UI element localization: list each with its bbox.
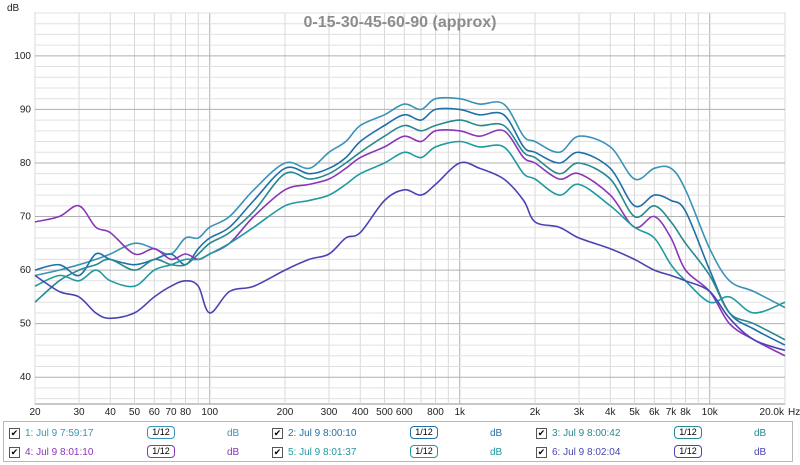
- legend-unit-4: dB: [227, 447, 240, 458]
- x-tick-label: 50: [129, 407, 141, 418]
- x-tick-label: 20.0k: [760, 407, 785, 418]
- legend-checkbox-4[interactable]: [9, 446, 20, 458]
- legend-smoothing-4[interactable]: 1/12: [147, 445, 175, 458]
- y-tick-label: 80: [20, 158, 32, 169]
- x-tick-label: 40: [105, 407, 117, 418]
- x-tick-label: 20: [29, 407, 41, 418]
- x-tick-label: 60: [149, 407, 161, 418]
- x-axis-label: Hz: [788, 407, 800, 418]
- series-line-4: [34, 129, 786, 357]
- series-layer: [34, 96, 786, 357]
- grid: [34, 12, 786, 404]
- legend-checkbox-1[interactable]: [9, 427, 20, 439]
- legend-label-2: 2: Jul 9 8:00:10: [288, 427, 357, 439]
- x-tick-label: 200: [277, 407, 294, 418]
- x-tick-label: 6k: [649, 407, 661, 418]
- y-tick-label: 40: [20, 372, 32, 383]
- x-tick-label: 300: [321, 407, 338, 418]
- legend-label-3: 3: Jul 9 8:00:42: [552, 427, 621, 439]
- x-tick-label: 70: [165, 407, 177, 418]
- y-axis-label: dB: [7, 3, 20, 14]
- legend-checkbox-5[interactable]: [272, 446, 283, 458]
- legend-label-5: 5: Jul 9 8:01:37: [288, 446, 357, 458]
- x-tick-label: 8k: [680, 407, 692, 418]
- legend-label-6: 6: Jul 9 8:02:04: [552, 446, 621, 458]
- x-tick-label: 5k: [629, 407, 641, 418]
- legend-label-4: 4: Jul 9 8:01:10: [25, 446, 94, 458]
- x-tick-label: 400: [352, 407, 369, 418]
- series-line-3: [34, 119, 786, 341]
- chart-title: 0-15-30-45-60-90 (approx): [304, 14, 497, 31]
- y-tick-label: 60: [20, 265, 32, 276]
- x-tick-label: 1k: [454, 407, 466, 418]
- x-tick-label: 10k: [702, 407, 719, 418]
- legend-unit-2: dB: [490, 428, 503, 439]
- x-tick-label: 30: [73, 407, 85, 418]
- x-tick-label: 100: [201, 407, 218, 418]
- x-tick-label: 4k: [605, 407, 617, 418]
- legend-smoothing-3[interactable]: 1/12: [674, 426, 702, 439]
- legend-smoothing-6[interactable]: 1/12: [674, 445, 702, 458]
- legend-checkbox-2[interactable]: [272, 427, 283, 439]
- legend-item-5: 5: Jul 9 8:01:37: [272, 443, 356, 461]
- y-tick-label: 90: [20, 104, 32, 115]
- legend-item-1: 1: Jul 9 7:59:17: [9, 424, 93, 442]
- x-tick-label: 600: [396, 407, 413, 418]
- y-tick-label: 70: [20, 212, 32, 223]
- x-tick-label: 800: [427, 407, 444, 418]
- legend-item-3: 3: Jul 9 8:00:42: [536, 424, 620, 442]
- chart: 40 50 60 70 80 90 100 20 30 40 50 60 70 80 100 200 300 40…: [7, 3, 800, 418]
- legend: 1: Jul 9 7:59:17 1/12 dB 2: Jul 9 8:00:10 1/…: [3, 421, 793, 462]
- y-tick-label: 50: [20, 319, 32, 330]
- legend-label-1: 1: Jul 9 7:59:17: [25, 427, 94, 439]
- legend-item-2: 2: Jul 9 8:00:10: [272, 424, 356, 442]
- x-tick-label: 80: [180, 407, 192, 418]
- series-line-6: [34, 161, 786, 352]
- series-line-5: [34, 140, 786, 314]
- x-tick-label: 3k: [574, 407, 586, 418]
- legend-checkbox-3[interactable]: [536, 427, 547, 439]
- legend-unit-3: dB: [754, 428, 767, 439]
- legend-item-4: 4: Jul 9 8:01:10: [9, 443, 93, 461]
- legend-smoothing-5[interactable]: 1/12: [410, 445, 438, 458]
- y-tick-label: 100: [14, 51, 31, 62]
- legend-unit-5: dB: [490, 447, 503, 458]
- legend-smoothing-2[interactable]: 1/12: [410, 426, 438, 439]
- legend-checkbox-6[interactable]: [536, 446, 547, 458]
- legend-unit-1: dB: [227, 428, 240, 439]
- x-tick-label: 2k: [530, 407, 542, 418]
- legend-unit-6: dB: [754, 447, 767, 458]
- legend-item-6: 6: Jul 9 8:02:04: [536, 443, 620, 461]
- x-tick-label: 500: [376, 407, 393, 418]
- x-tick-label: 7k: [666, 407, 678, 418]
- legend-smoothing-1[interactable]: 1/12: [147, 426, 175, 439]
